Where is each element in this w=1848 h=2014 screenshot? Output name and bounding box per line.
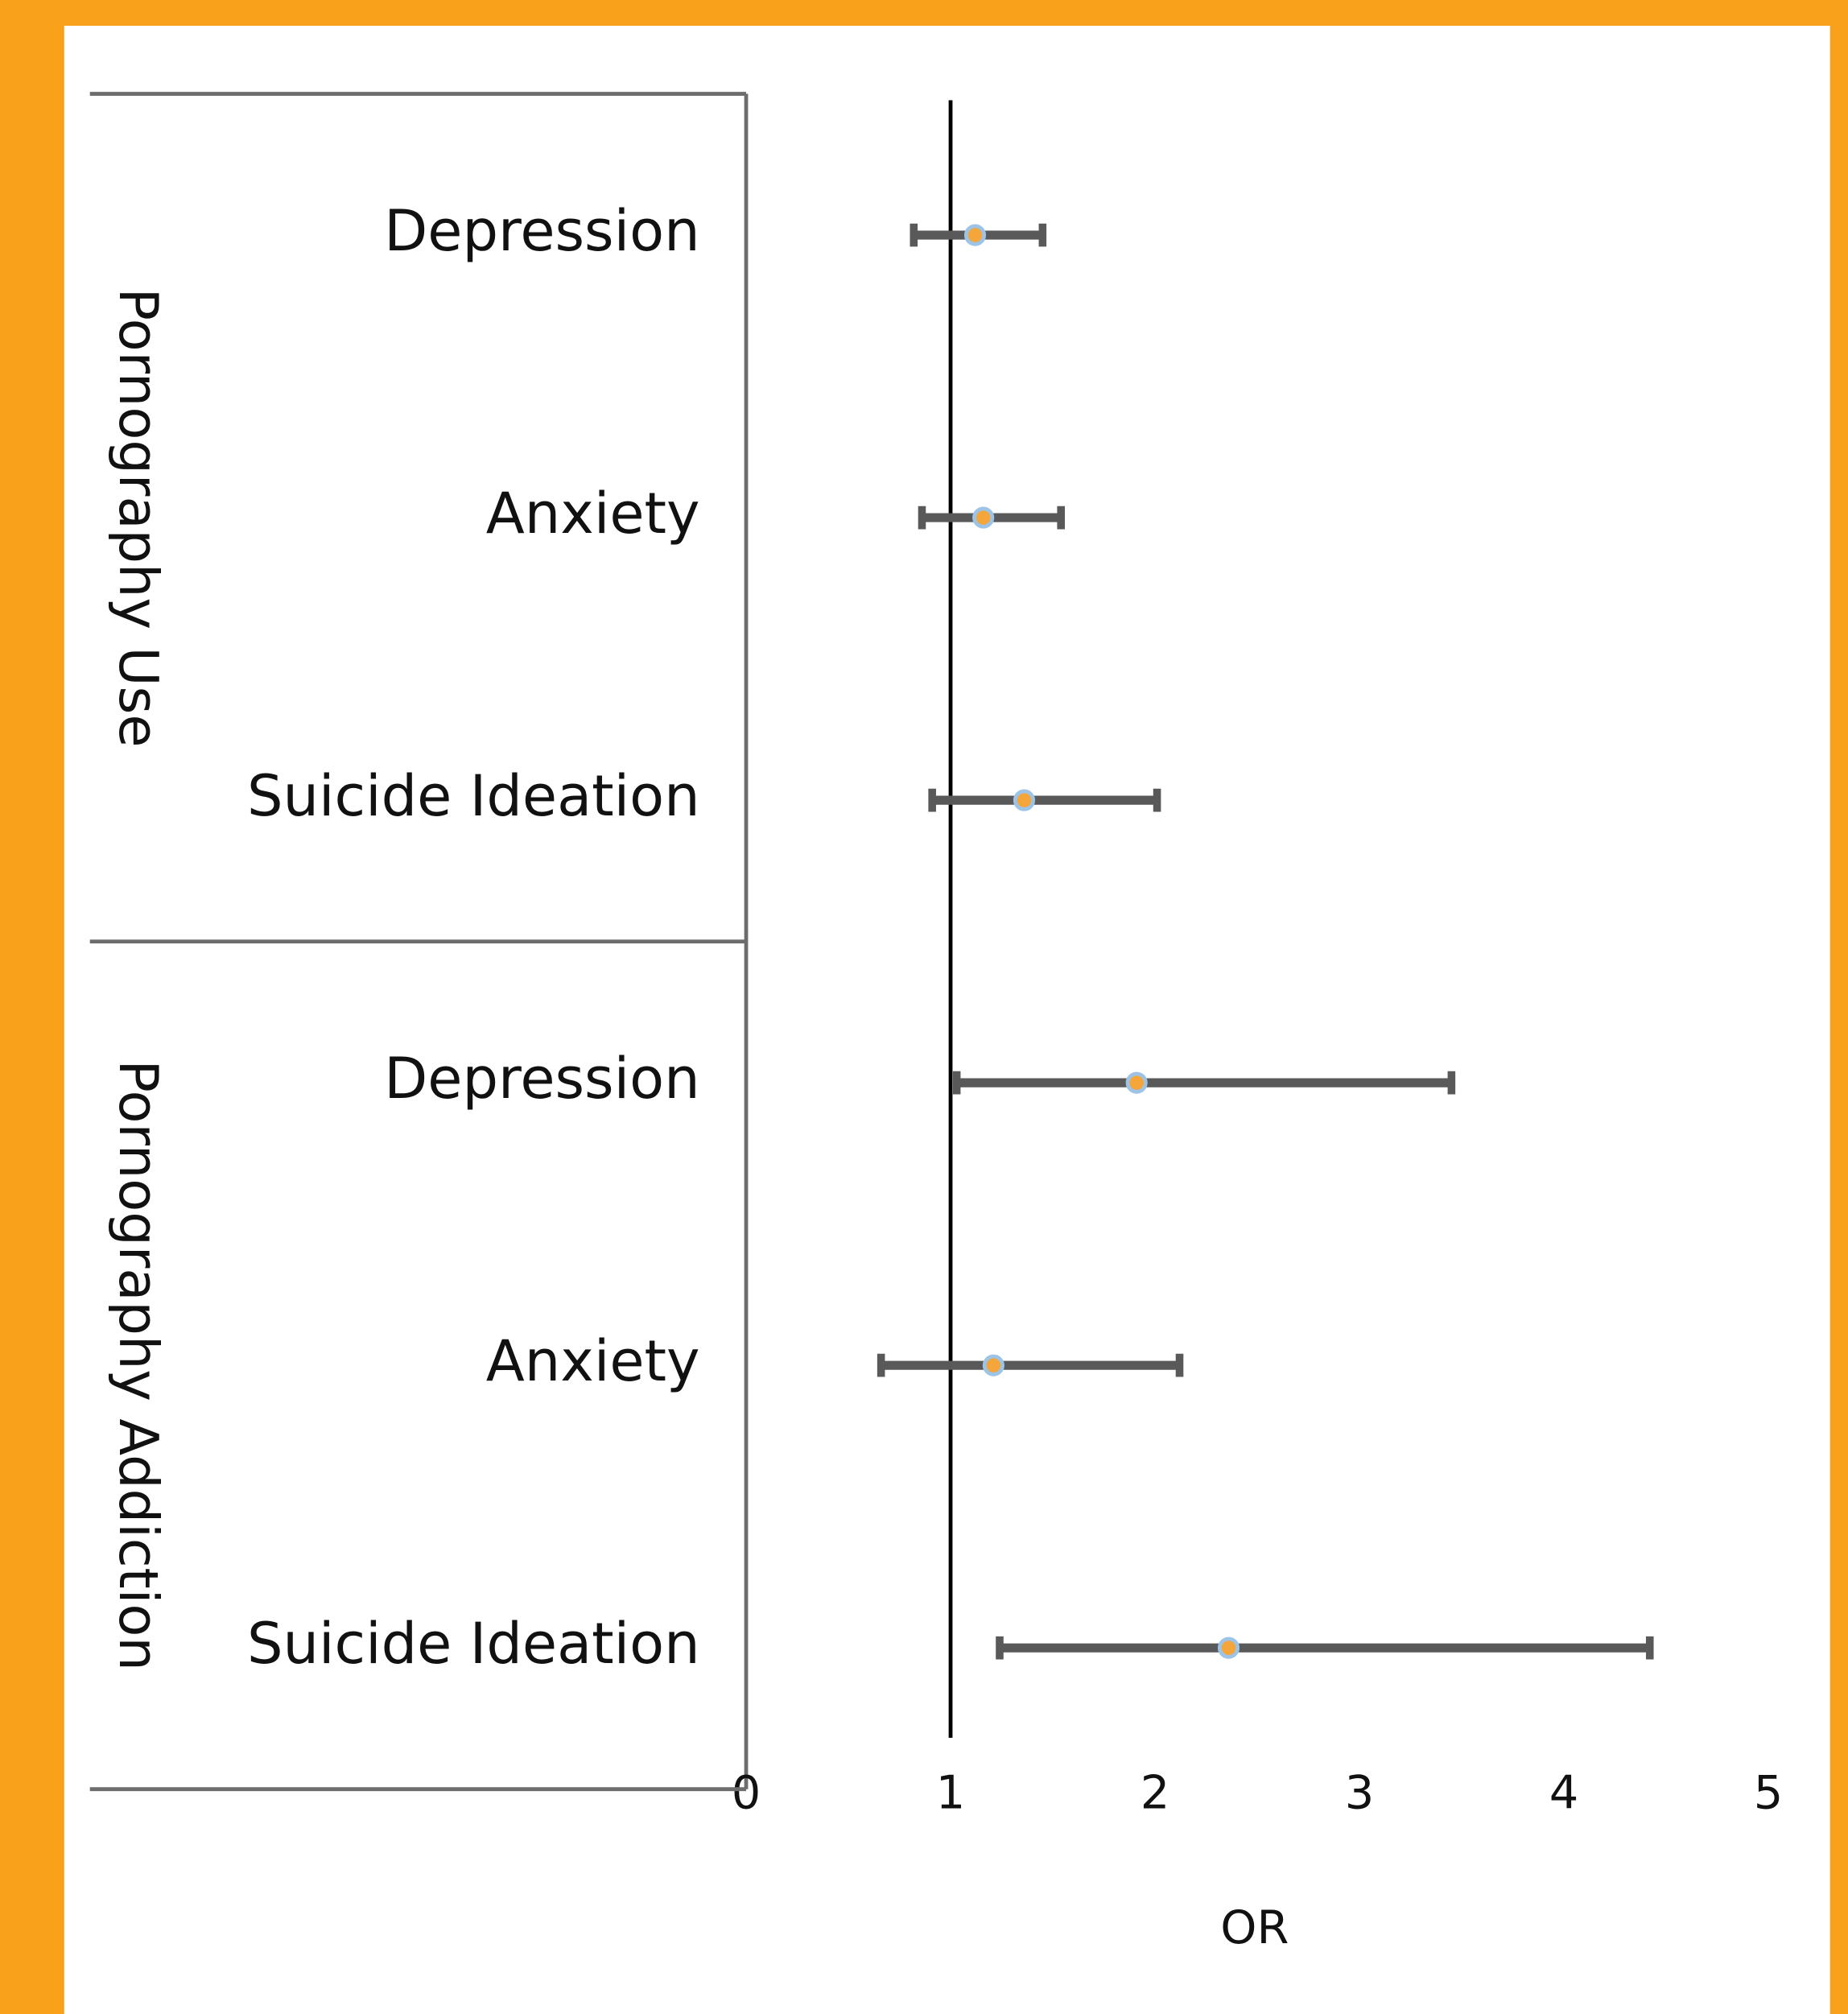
- point: [1013, 789, 1036, 811]
- category-label: Suicide Ideation: [247, 763, 700, 829]
- x-tick-label: 5: [1754, 1765, 1784, 1819]
- point: [972, 506, 995, 529]
- group-label: Pornography Use: [107, 288, 170, 748]
- x-tick-label: 3: [1345, 1765, 1375, 1819]
- x-tick-label: 1: [936, 1765, 966, 1819]
- category-label: Anxiety: [486, 1328, 700, 1394]
- x-tick-label: 2: [1141, 1765, 1170, 1819]
- x-tick-label: 4: [1549, 1765, 1579, 1819]
- point: [1125, 1071, 1148, 1094]
- group-label: Pornography Addiction: [107, 1059, 170, 1670]
- category-label: Depression: [384, 198, 699, 264]
- x-tick-label: 0: [732, 1765, 761, 1819]
- category-label: Anxiety: [486, 481, 700, 547]
- point: [982, 1354, 1004, 1376]
- category-label: Depression: [384, 1046, 699, 1112]
- category-label: Suicide Ideation: [247, 1611, 700, 1677]
- panel: [64, 25, 1830, 2014]
- point: [1217, 1636, 1240, 1659]
- x-axis-label: OR: [1220, 1901, 1289, 1954]
- point: [963, 224, 987, 246]
